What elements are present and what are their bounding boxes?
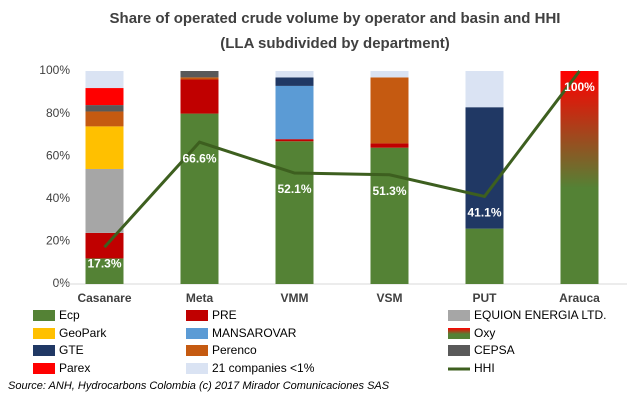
bar-segment (370, 77, 409, 144)
y-tick-label: 80% (46, 106, 70, 120)
bar-segment (275, 71, 314, 78)
legend-swatch (448, 310, 470, 321)
legend-swatch (33, 363, 55, 374)
x-tick-label: Meta (186, 291, 214, 305)
bar-segment (180, 113, 219, 284)
bar-segment (180, 79, 219, 114)
bar-segment (85, 105, 124, 112)
bar-segment (370, 143, 409, 148)
source-note: Source: ANH, Hydrocarbons Colombia (c) 2… (8, 380, 390, 392)
x-tick-label: PUT (473, 291, 498, 305)
data-label: 17.3% (87, 256, 121, 270)
bar-segment (85, 88, 124, 106)
bar-segment (370, 147, 409, 284)
x-tick-label: Arauca (559, 291, 600, 305)
hhi-line (103, 70, 581, 249)
bar-segment (275, 139, 314, 142)
y-tick-label: 20% (46, 234, 70, 248)
bar-segment (85, 168, 124, 233)
legend-swatch (33, 345, 55, 356)
data-label: 52.1% (277, 182, 311, 196)
data-label: 51.3% (372, 184, 406, 198)
data-label: 66.6% (182, 151, 216, 165)
bar-segment (275, 141, 314, 284)
bar-segment (560, 71, 599, 284)
y-tick-label: 0% (53, 276, 71, 290)
bar-segment (85, 111, 124, 127)
bar-segment (180, 71, 219, 78)
legend-swatch (33, 310, 55, 321)
bar-segment (85, 71, 124, 89)
data-label: 100% (564, 80, 595, 94)
legend-label: EQUION ENERGIA LTD. (474, 308, 606, 322)
legend-label: Ecp (59, 308, 80, 322)
legend-label: Perenco (212, 343, 257, 357)
legend-label: GeoPark (59, 326, 107, 340)
x-tick-label: VSM (376, 291, 402, 305)
data-label: 41.1% (467, 206, 501, 220)
bar-segment (85, 126, 124, 169)
legend-swatch (186, 363, 208, 374)
legend-label: GTE (59, 343, 84, 357)
bar-segment (370, 71, 409, 78)
legend-swatch (33, 328, 55, 339)
legend-swatch (448, 328, 470, 339)
legend-label: Oxy (474, 326, 495, 340)
legend-label: MANSAROVAR (212, 326, 297, 340)
legend-label: 21 companies <1% (212, 361, 315, 375)
bar-segment (465, 228, 504, 284)
bar-segment (275, 77, 314, 86)
chart-title: Share of operated crude volume by operat… (110, 10, 561, 27)
legend-swatch (186, 328, 208, 339)
chart-subtitle: (LLA subdivided by department) (220, 35, 449, 52)
x-tick-label: Casanare (77, 291, 131, 305)
y-tick-label: 60% (46, 148, 70, 162)
legend-swatch (186, 345, 208, 356)
x-tick-label: VMM (281, 291, 309, 305)
legend-label: CEPSA (474, 343, 515, 357)
y-tick-label: 40% (46, 191, 70, 205)
bar-segment (85, 258, 124, 284)
bar-segment (275, 85, 314, 140)
bar-segment (465, 71, 504, 108)
legend-label: Parex (59, 361, 90, 375)
legend-label: HHI (474, 361, 495, 375)
bar-segment (465, 107, 504, 229)
legend-swatch (186, 310, 208, 321)
legend-swatch (448, 345, 470, 356)
bar-segment (180, 77, 219, 80)
y-tick-label: 100% (39, 63, 70, 77)
legend-label: PRE (212, 308, 237, 322)
